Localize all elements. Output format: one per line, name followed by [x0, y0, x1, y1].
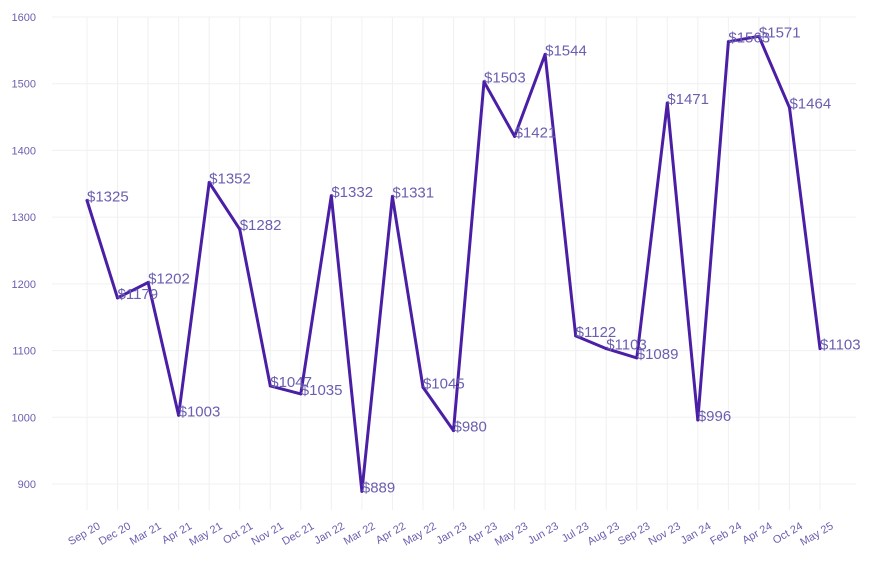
y-tick-label: 1200: [12, 279, 36, 291]
data-label: $1503: [484, 70, 526, 87]
data-label: $1325: [87, 188, 129, 205]
data-label: $1035: [301, 382, 343, 399]
data-point: [513, 134, 517, 138]
data-point: [329, 194, 333, 198]
x-tick-label: May 25: [798, 520, 835, 548]
data-point: [238, 227, 242, 231]
data-point: [360, 489, 364, 493]
data-label: $889: [362, 479, 395, 496]
data-point: [177, 413, 181, 417]
data-label: $996: [698, 408, 731, 425]
x-tick-label: Jun 23: [526, 520, 561, 547]
y-tick-label: 900: [18, 479, 36, 491]
data-point: [146, 281, 150, 285]
data-label: $1202: [148, 271, 190, 288]
x-tick-label: Jan 24: [679, 520, 714, 547]
x-tick-label: Dec 21: [280, 520, 316, 548]
data-label: $1003: [179, 403, 221, 420]
data-point: [665, 101, 669, 105]
data-label: $1544: [545, 42, 587, 59]
x-tick-label: Aug 23: [586, 520, 622, 548]
data-label: $1471: [667, 91, 709, 108]
y-tick-label: 1600: [12, 12, 36, 24]
y-tick-label: 1500: [12, 79, 36, 91]
x-tick-label: May 21: [187, 520, 224, 548]
data-point: [818, 347, 822, 351]
data-label: $1571: [759, 24, 801, 41]
data-label: $1103: [820, 337, 861, 354]
data-label: $1103: [606, 337, 647, 354]
data-point: [635, 356, 639, 360]
x-tick-label: Mar 21: [128, 520, 164, 548]
data-point: [116, 296, 120, 300]
data-label: $1179: [118, 286, 159, 303]
data-point: [421, 385, 425, 389]
series-group: [85, 34, 822, 493]
data-label: $1282: [240, 217, 282, 234]
data-point: [604, 347, 608, 351]
y-axis-ticks: 900 1000 1100 1200 1300 1400 1500 1600: [12, 12, 36, 491]
x-tick-label: Jan 23: [434, 520, 469, 547]
data-point: [757, 34, 761, 38]
x-tick-label: May 22: [401, 520, 438, 548]
x-tick-label: Nov 21: [250, 520, 286, 548]
x-tick-label: Nov 23: [647, 520, 683, 548]
data-point: [207, 180, 211, 184]
x-tick-label: May 23: [493, 520, 530, 548]
data-label: $1332: [331, 184, 373, 201]
x-tick-label: Sep 20: [66, 520, 102, 548]
data-point: [543, 52, 547, 56]
data-point: [268, 384, 272, 388]
y-tick-label: 1300: [12, 212, 36, 224]
data-label: $1089: [637, 346, 679, 363]
x-tick-label: Oct 21: [221, 520, 255, 547]
y-tick-label: 1400: [12, 145, 36, 157]
data-point: [574, 334, 578, 338]
x-tick-label: Jul 23: [560, 520, 591, 545]
data-point: [452, 429, 455, 433]
data-point: [696, 418, 700, 422]
data-point: [299, 392, 303, 396]
x-tick-label: Apr 24: [740, 520, 774, 547]
data-label: $1045: [423, 375, 465, 392]
y-tick-label: 1000: [12, 412, 36, 424]
data-label: $1563: [728, 30, 770, 47]
data-label: $1464: [789, 96, 831, 113]
data-labels: $1325 $1179$1202 $1003 $1352 $1282 $1047$1035…: [87, 24, 861, 496]
data-label: $1047: [270, 374, 312, 391]
data-label: $1331: [392, 184, 434, 201]
data-label: $1352: [209, 170, 251, 187]
x-tick-label: Jan 22: [312, 520, 347, 547]
y-tick-label: 1100: [12, 346, 36, 358]
data-label: $1122: [576, 324, 617, 341]
data-label: $980: [454, 419, 487, 436]
data-point: [726, 40, 730, 44]
data-point: [787, 106, 791, 110]
x-tick-label: Dec 20: [97, 520, 133, 548]
data-point: [85, 198, 89, 202]
data-label: $1421: [515, 124, 557, 141]
data-point: [390, 194, 394, 198]
x-tick-label: Mar 22: [342, 520, 378, 548]
data-point: [482, 80, 486, 84]
chart-grid: [52, 16, 856, 510]
x-tick-label: Sep 23: [616, 520, 652, 548]
x-tick-label: Feb 24: [708, 520, 744, 548]
